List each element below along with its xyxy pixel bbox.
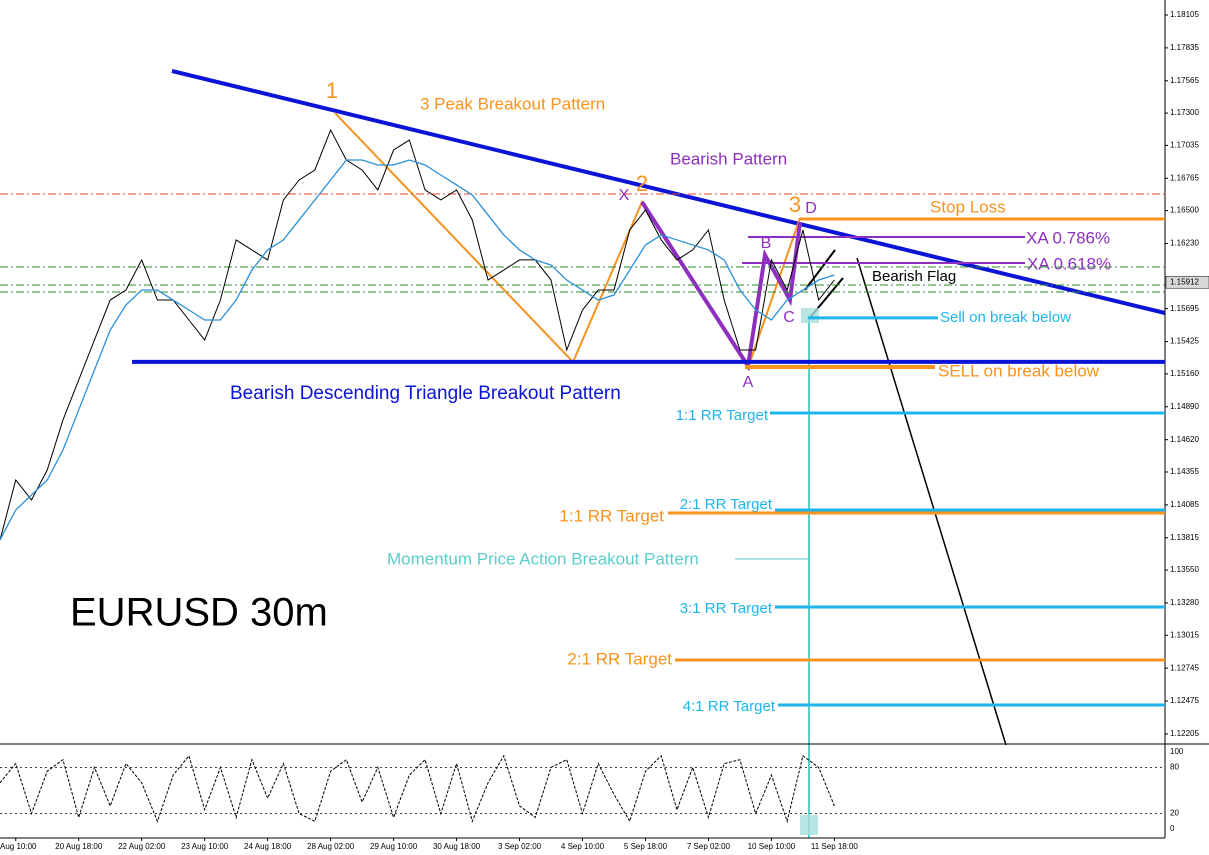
level-label: Bearish Descending Triangle Breakout Pat… xyxy=(230,383,621,404)
y-tick-label: 1.14085 xyxy=(1170,500,1199,509)
price-box xyxy=(1165,275,1209,289)
y-tick-label: 1.12205 xyxy=(1170,729,1199,738)
x-tick-label: 11 Sep 18:00 xyxy=(811,842,859,851)
y-tick-label: 1.15695 xyxy=(1170,304,1199,313)
current-price-label: 1.15912 xyxy=(1170,277,1199,286)
level-label: XA 0.618% xyxy=(1027,254,1111,273)
osc-tick-label: 0 xyxy=(1170,824,1175,833)
point-label: D xyxy=(805,200,817,217)
xabcd-pattern xyxy=(640,200,802,372)
level-label: 4:1 RR Target xyxy=(683,698,776,715)
x-tick-label: 22 Aug 02:00 xyxy=(118,842,166,851)
breakout-box xyxy=(800,815,818,835)
y-tick-label: 1.16230 xyxy=(1170,239,1199,248)
y-tick-label: 1.13550 xyxy=(1170,565,1199,574)
level-label: 3:1 RR Target xyxy=(680,600,773,617)
x-tick-label: 23 Aug 10:00 xyxy=(181,842,229,851)
moving-average xyxy=(0,159,835,541)
y-tick-label: 1.13280 xyxy=(1170,598,1199,607)
flag-line xyxy=(804,249,836,291)
x-tick-label: 24 Aug 18:00 xyxy=(244,842,292,851)
point-label: C xyxy=(783,309,795,326)
annotation: Bearish Flag xyxy=(872,268,956,285)
x-tick-label: 10 Sep 10:00 xyxy=(748,842,796,851)
annotation: 3 Peak Breakout Pattern xyxy=(420,94,605,113)
y-tick-label: 1.14620 xyxy=(1170,435,1199,444)
osc-tick-label: 100 xyxy=(1170,747,1184,756)
chart-title: EURUSD 30m xyxy=(70,591,328,635)
pattern-drawings xyxy=(171,69,1166,838)
point-label: 2 xyxy=(636,171,648,196)
point-label: 3 xyxy=(789,192,801,217)
y-tick-label: 1.14890 xyxy=(1170,402,1199,411)
y-tick-label: 1.13815 xyxy=(1170,533,1199,542)
level-label: 2:1 RR Target xyxy=(680,496,773,513)
level-label: Sell on break below xyxy=(940,309,1071,326)
point-label: B xyxy=(761,235,772,252)
level-label: 1:1 RR Target xyxy=(559,507,664,526)
y-tick-label: 1.12745 xyxy=(1170,663,1199,672)
x-tick-label: 20 Aug 18:00 xyxy=(55,842,103,851)
point-label: 1 xyxy=(326,78,338,103)
y-tick-label: 1.16765 xyxy=(1170,173,1199,182)
y-tick-label: 1.17300 xyxy=(1170,108,1199,117)
breakout-box xyxy=(801,308,819,323)
x-tick-label: 30 Aug 18:00 xyxy=(433,842,481,851)
projection-line xyxy=(856,257,1007,746)
y-tick-label: 1.16500 xyxy=(1170,206,1199,215)
x-tick-label: 28 Aug 02:00 xyxy=(307,842,355,851)
point-label: X xyxy=(619,187,630,204)
osc-tick-label: 20 xyxy=(1170,809,1179,818)
osc-tick-label: 80 xyxy=(1170,763,1179,772)
y-tick-label: 1.17565 xyxy=(1170,76,1199,85)
level-label: XA 0.786% xyxy=(1026,229,1110,248)
y-tick-label: 1.15160 xyxy=(1170,369,1199,378)
oscillator-line xyxy=(0,754,835,824)
level-label: 1:1 RR Target xyxy=(676,407,769,424)
x-tick-label: 5 Sep 18:00 xyxy=(624,842,668,851)
y-tick-label: 1.12475 xyxy=(1170,696,1199,705)
y-tick-label: 1.17835 xyxy=(1170,43,1199,52)
y-tick-label: 1.14355 xyxy=(1170,467,1199,476)
x-tick-label: Aug 10:00 xyxy=(0,842,37,851)
price-line xyxy=(0,128,835,541)
level-label: Stop Loss xyxy=(930,197,1006,216)
y-tick-label: 1.17035 xyxy=(1170,140,1199,149)
y-tick-label: 1.18105 xyxy=(1170,10,1199,19)
y-tick-label: 1.15425 xyxy=(1170,337,1199,346)
annotation: Momentum Price Action Breakout Pattern xyxy=(387,549,699,568)
x-tick-label: 4 Sep 10:00 xyxy=(561,842,605,851)
trend-line xyxy=(171,69,1166,315)
x-tick-label: 7 Sep 02:00 xyxy=(687,842,731,851)
level-label: SELL on break below xyxy=(938,362,1100,381)
x-tick-label: 29 Aug 10:00 xyxy=(370,842,418,851)
level-label: 2:1 RR Target xyxy=(567,649,672,668)
point-label: A xyxy=(743,374,754,391)
annotation: Bearish Pattern xyxy=(670,149,787,168)
y-tick-label: 1.13015 xyxy=(1170,630,1199,639)
x-tick-label: 3 Sep 02:00 xyxy=(498,842,542,851)
